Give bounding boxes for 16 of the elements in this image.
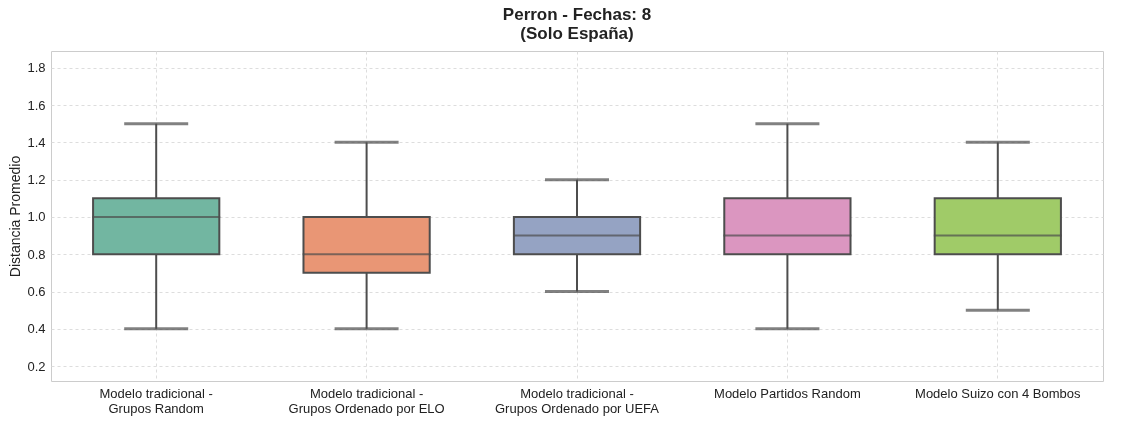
y-tick-label: 0.2 xyxy=(27,358,46,374)
y-tick-label: 0.4 xyxy=(27,321,46,337)
x-tick-label: Modelo tradicional - Grupos Ordenado por UEFA xyxy=(494,385,660,416)
y-tick-label: 1.0 xyxy=(27,209,46,225)
chart-title: Perron - Fechas: 8 (Solo España) xyxy=(502,5,652,43)
x-tick-label: Modelo Suizo con 4 Bombos xyxy=(915,385,1082,401)
y-tick-label: 0.8 xyxy=(27,246,46,262)
x-tick-label: Modelo tradicional - Grupos Ordenado por ELO xyxy=(288,385,445,416)
x-tick-label: Modelo tradicional - Grupos Random xyxy=(99,385,213,416)
y-axis-title: Distancia Promedio xyxy=(7,155,24,278)
y-tick-label: 1.4 xyxy=(27,134,46,150)
y-tick-label: 1.2 xyxy=(27,172,46,188)
x-tick-label: Modelo Partidos Random xyxy=(714,385,861,401)
y-tick-label: 1.8 xyxy=(27,60,46,76)
y-tick-label: 1.6 xyxy=(27,97,46,113)
y-tick-label: 0.6 xyxy=(27,284,46,300)
